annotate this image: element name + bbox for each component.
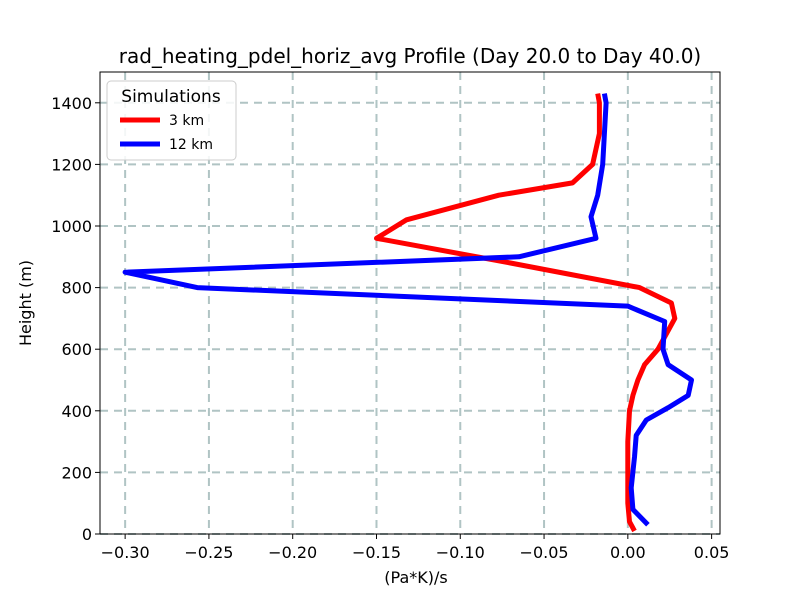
x-tick-label: 0.00 [610, 543, 646, 562]
series-lines [122, 93, 694, 533]
legend-title: Simulations [121, 87, 221, 107]
x-tick-label: −0.20 [268, 543, 317, 562]
legend-box [106, 80, 237, 161]
legend-label-3km: 3 km [169, 113, 204, 129]
y-tick-label: 0 [82, 525, 92, 544]
x-tick-label: −0.25 [184, 543, 233, 562]
y-tick-label: 800 [61, 279, 92, 298]
x-axis-label: (Pa*K)/s [384, 568, 447, 587]
x-tick-label: −0.10 [436, 543, 485, 562]
y-tick-label: 600 [61, 340, 92, 359]
y-tick-label: 1200 [51, 155, 92, 174]
y-tick-label: 400 [61, 402, 92, 421]
x-tick-label: −0.30 [101, 543, 150, 562]
x-tick-label: −0.05 [520, 543, 569, 562]
plot-frame [99, 71, 721, 535]
y-axis-ticks: 0 200 400 600 800 1000 1200 1400 [51, 94, 100, 544]
legend-label-12km: 12 km [169, 137, 213, 153]
series-line-12km [122, 93, 694, 527]
y-tick-label: 200 [61, 463, 92, 482]
y-tick-label: 1000 [51, 217, 92, 236]
x-tick-label: −0.15 [352, 543, 401, 562]
legend: Simulations 3 km 12 km [106, 80, 237, 161]
y-tick-label: 1400 [51, 94, 92, 113]
y-axis-label: Height (m) [16, 260, 35, 346]
chart-title: rad_heating_pdel_horiz_avg Profile (Day … [119, 44, 701, 68]
x-axis-ticks: −0.30 −0.25 −0.20 −0.15 −0.10 −0.05 0.00 0.05 [101, 534, 730, 562]
series-line-3km [374, 93, 678, 533]
x-tick-label: 0.05 [694, 543, 730, 562]
